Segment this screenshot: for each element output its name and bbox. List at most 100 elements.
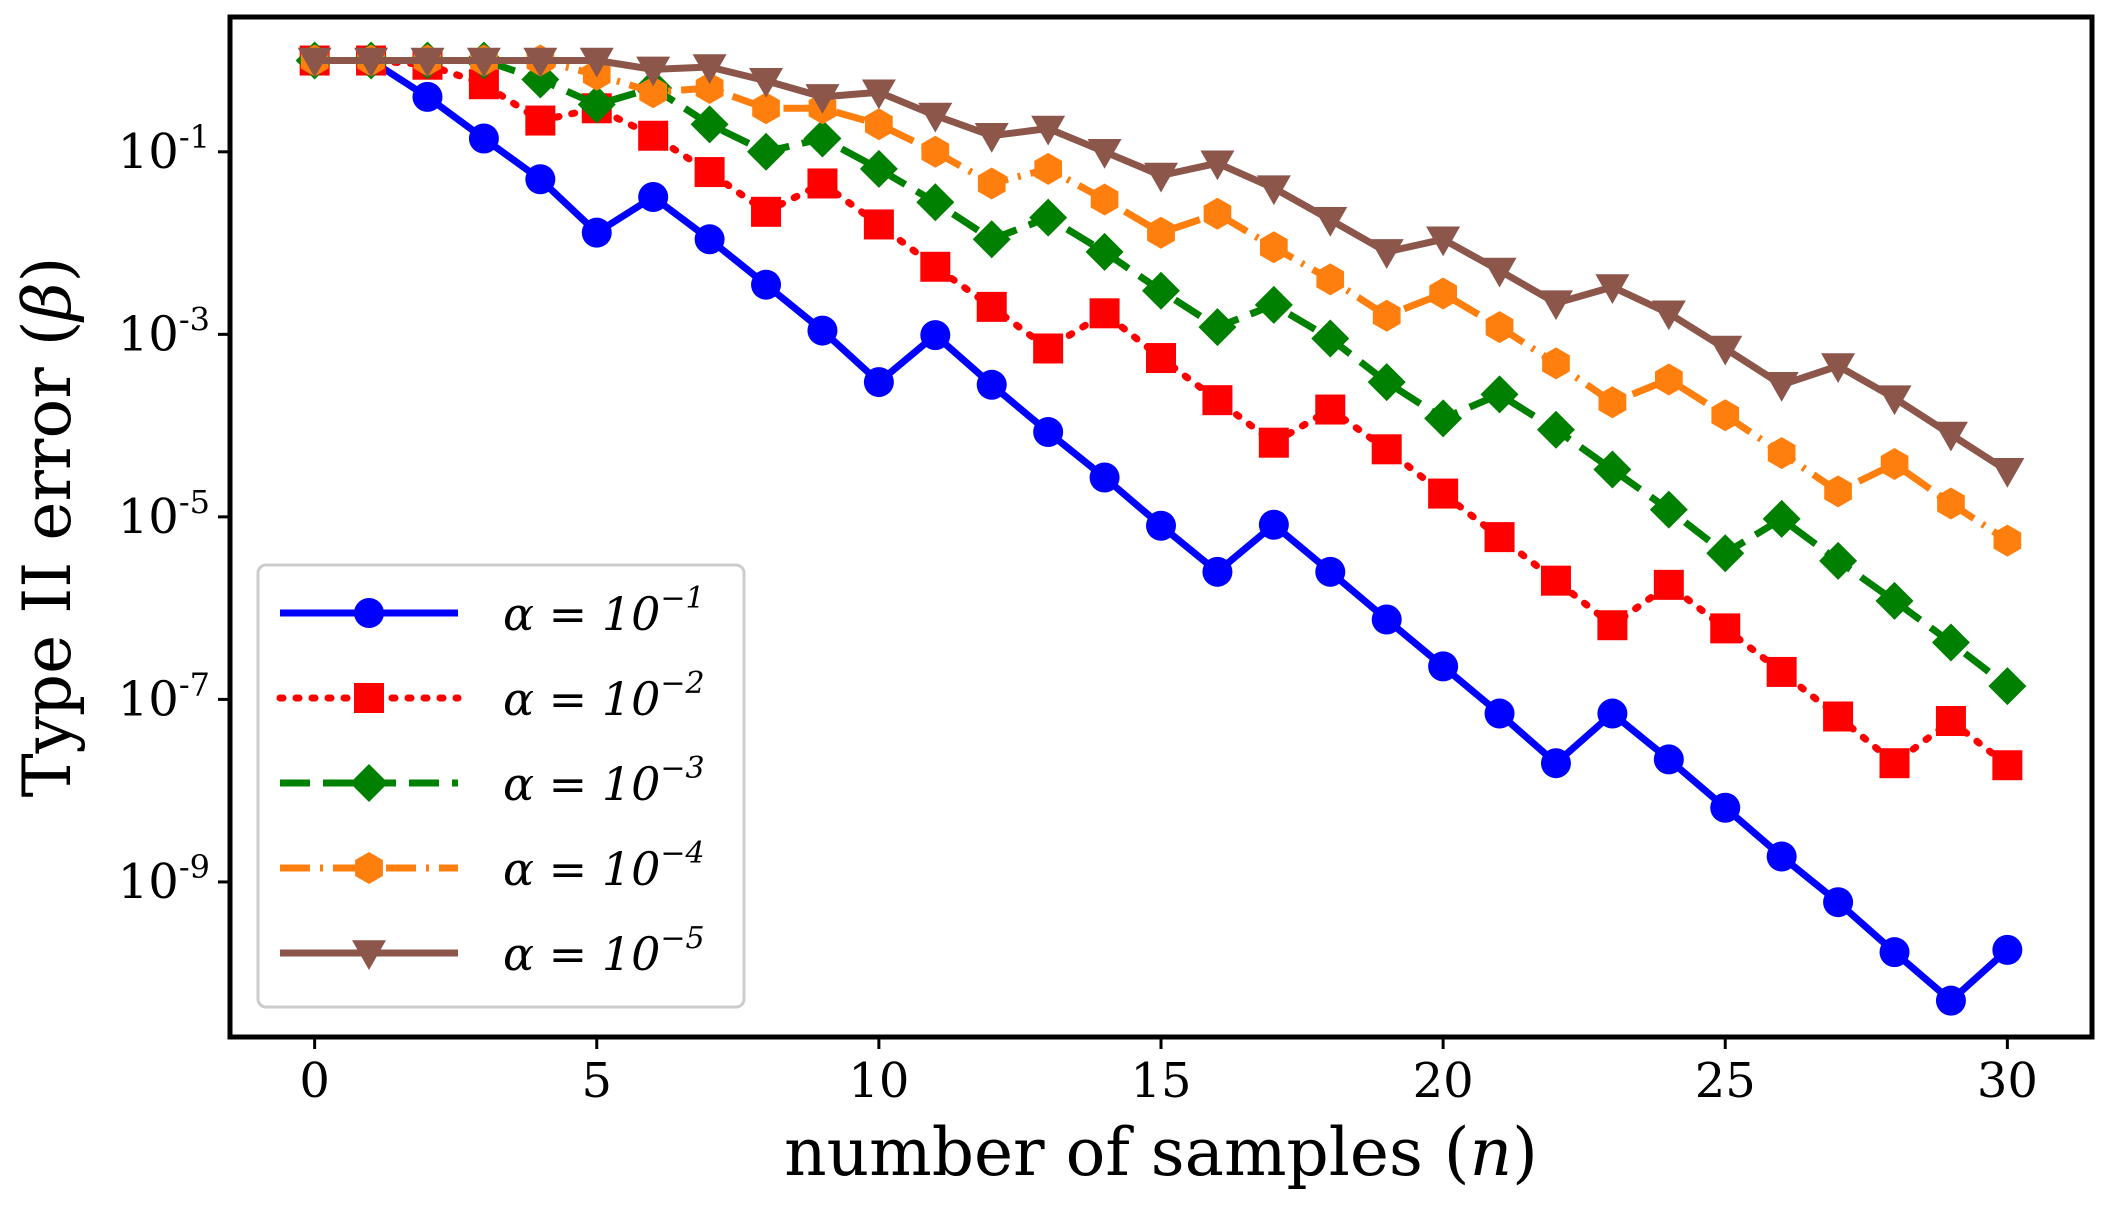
data-point-s1-2 <box>412 81 443 112</box>
legend-marker <box>354 598 384 628</box>
y-tick-label: 10-7 <box>118 665 210 727</box>
data-point-s5-22 <box>1538 290 1573 321</box>
data-point-s4-17 <box>1260 231 1288 264</box>
data-point-s2-25 <box>1710 613 1741 644</box>
data-point-s3-12 <box>972 220 1011 259</box>
data-point-s5-13 <box>1031 115 1066 146</box>
data-point-s2-26 <box>1766 656 1797 687</box>
data-point-s1-3 <box>468 123 499 154</box>
x-tick-label: 15 <box>1130 1053 1191 1109</box>
data-point-s2-10 <box>863 209 894 240</box>
data-point-s1-29 <box>1935 985 1966 1016</box>
data-point-s1-23 <box>1597 698 1628 729</box>
data-point-s3-27 <box>1819 541 1858 580</box>
data-point-s1-14 <box>1089 462 1120 493</box>
data-point-s3-22 <box>1536 410 1575 449</box>
data-point-s4-11 <box>921 135 950 168</box>
y-tick-label: 10-5 <box>118 483 210 545</box>
legend-marker <box>350 764 388 802</box>
data-point-s1-7 <box>694 224 725 255</box>
data-point-s2-23 <box>1597 610 1628 641</box>
legend-entry-2: α = 10−2 <box>276 666 705 726</box>
data-point-s5-28 <box>1877 385 1912 416</box>
x-tick-label: 10 <box>848 1053 909 1109</box>
data-point-s3-9 <box>803 119 842 158</box>
data-point-s2-17 <box>1258 427 1289 458</box>
data-point-s4-19 <box>1372 299 1401 332</box>
data-point-s3-23 <box>1593 450 1632 489</box>
data-point-s3-30 <box>1988 667 2027 706</box>
data-point-s5-19 <box>1369 239 1404 269</box>
data-point-s5-12 <box>974 122 1009 153</box>
data-point-s3-7 <box>690 105 729 144</box>
data-point-s3-26 <box>1762 499 1801 538</box>
tick-layer: 0 5 10 15 20 25 30 10-1 10-3 10-5 10-7 10-9 <box>118 118 2038 1109</box>
data-point-s5-17 <box>1256 175 1291 206</box>
data-point-s4-23 <box>1598 386 1627 419</box>
data-point-s3-16 <box>1198 308 1237 347</box>
data-point-s4-8 <box>752 92 780 125</box>
y-tick-label: 10-1 <box>118 118 210 180</box>
data-point-s5-2 <box>410 47 445 78</box>
data-point-s2-24 <box>1653 569 1684 600</box>
legend-marker <box>352 940 386 970</box>
data-point-s1-20 <box>1428 651 1459 682</box>
data-point-s2-21 <box>1484 522 1515 553</box>
data-point-s4-20 <box>1429 277 1457 310</box>
data-point-s4-12 <box>977 167 1006 200</box>
data-point-s3-8 <box>747 132 786 171</box>
data-point-s1-28 <box>1879 937 1910 968</box>
data-point-s1-18 <box>1315 556 1346 587</box>
data-point-s4-26 <box>1767 437 1796 470</box>
x-tick-label: 30 <box>1977 1053 2038 1109</box>
legend-entry-1: α = 10−1 <box>280 581 705 641</box>
data-point-s5-6 <box>636 56 671 87</box>
data-point-s1-6 <box>638 181 669 212</box>
data-point-s4-7 <box>695 72 724 104</box>
data-point-s4-16 <box>1203 197 1232 230</box>
x-tick-label: 5 <box>581 1053 612 1109</box>
x-tick-label: 25 <box>1695 1053 1756 1109</box>
data-point-s5-9 <box>805 84 840 114</box>
data-point-s4-22 <box>1542 347 1570 380</box>
data-point-s3-10 <box>859 149 898 188</box>
data-point-s1-25 <box>1710 792 1741 823</box>
data-point-s5-8 <box>749 68 784 98</box>
data-point-s5-20 <box>1426 226 1461 257</box>
data-point-s1-16 <box>1202 556 1233 587</box>
data-point-s2-6 <box>638 120 669 151</box>
data-point-s3-20 <box>1424 399 1463 438</box>
data-point-s2-22 <box>1540 565 1571 596</box>
legend-entry-4: α = 10−4 <box>280 836 705 896</box>
data-point-s4-13 <box>1034 152 1062 185</box>
legend: α = 10−1 α = 10−2 α = 10−3 α = 10−4 α = 10−5 <box>256 563 746 1009</box>
data-point-s3-13 <box>1029 198 1068 237</box>
x-tick-label: 0 <box>299 1053 330 1109</box>
data-point-s2-16 <box>1202 385 1233 416</box>
legend-label: α = 10−3 <box>503 751 705 811</box>
data-point-s1-21 <box>1484 698 1515 729</box>
data-point-s5-21 <box>1482 257 1517 288</box>
data-point-s1-13 <box>1033 417 1064 448</box>
data-point-s4-15 <box>1147 216 1175 249</box>
data-point-s4-29 <box>1937 487 1965 520</box>
data-point-s3-15 <box>1142 271 1180 310</box>
data-point-s2-7 <box>694 157 725 188</box>
data-point-s3-14 <box>1085 232 1124 271</box>
data-point-s2-27 <box>1823 701 1854 732</box>
x-tick-label: 20 <box>1413 1053 1474 1109</box>
data-point-s1-8 <box>751 269 782 300</box>
data-point-s3-5 <box>577 85 616 124</box>
legend-box <box>256 563 746 1009</box>
series-5 <box>297 47 2025 488</box>
data-point-s1-9 <box>807 315 838 346</box>
data-point-s1-27 <box>1823 887 1854 918</box>
data-point-s1-11 <box>920 320 951 351</box>
data-point-s2-12 <box>976 291 1007 322</box>
legend-label: α = 10−4 <box>503 836 705 896</box>
data-point-s5-30 <box>1990 458 2025 488</box>
data-point-s5-26 <box>1764 372 1799 402</box>
data-point-s5-27 <box>1821 353 1856 383</box>
y-tick-label: 10-3 <box>118 300 210 362</box>
